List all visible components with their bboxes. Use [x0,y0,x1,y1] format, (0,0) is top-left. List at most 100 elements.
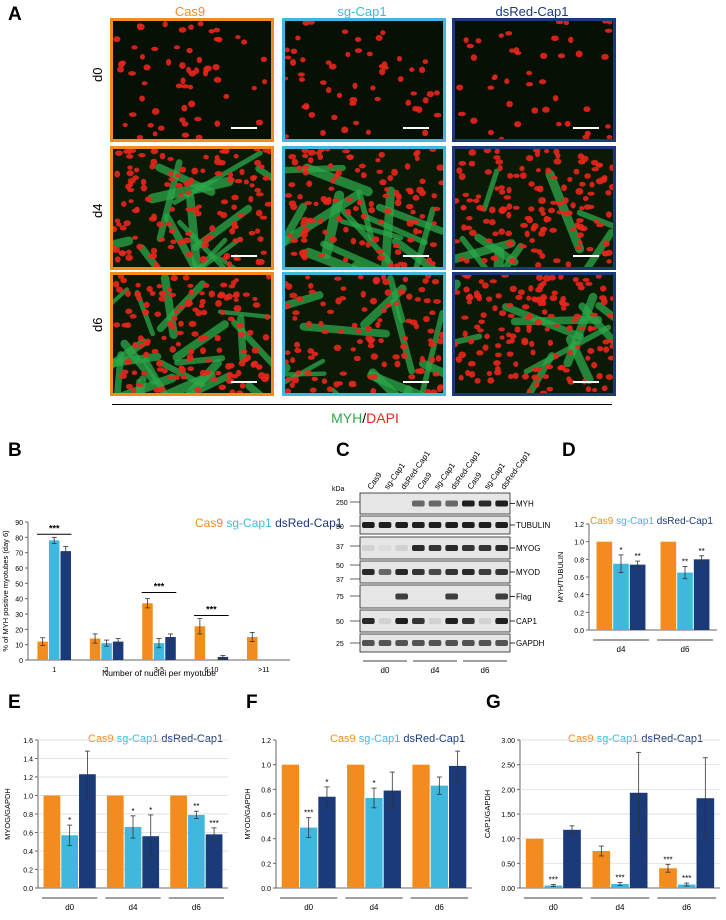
nucleus [136,134,144,139]
nucleus [377,254,386,261]
nucleus [203,154,209,160]
nucleus [546,386,554,392]
nucleus [181,121,189,127]
nucleus [413,227,419,235]
nucleus [317,154,324,160]
nucleus [251,85,257,91]
nucleus [285,47,290,53]
micrograph-d4-0 [110,146,274,270]
nucleus [427,338,434,343]
nucleus [184,302,192,308]
bar-dsRed-Cap1 [563,829,581,888]
nucleus [526,295,532,301]
nucleus [131,388,137,393]
nucleus [423,315,430,323]
nucleus [237,236,244,243]
nucleus [139,53,145,60]
nucleus [222,149,230,155]
nucleus [432,371,440,377]
nucleus [292,310,300,316]
nucleus [301,164,310,170]
nucleus [593,219,599,224]
nucleus [113,322,121,328]
nucleus [408,374,416,380]
nucleus [591,361,598,369]
significance-mark: *** [206,605,217,615]
nucleus [560,306,567,311]
nucleus [461,206,467,211]
nucleus [607,21,613,25]
bar-sg-Cap1 [677,572,693,630]
nucleus [114,170,121,178]
nucleus [151,348,159,354]
nucleus [494,366,501,372]
nucleus [262,176,270,181]
nucleus [369,297,378,305]
significance-mark: ** [682,557,688,566]
nucleus [297,194,303,200]
nucleus [483,218,490,224]
myotube [138,244,161,267]
nucleus [538,230,546,237]
nucleus [603,346,610,353]
nucleus [300,231,308,239]
nucleus [422,278,429,284]
nucleus [254,159,262,166]
nucleus [547,207,556,214]
chart-g: 0.00 0.50 1.00 1.50 2.00 2.50 3.00 CAP1/GAPDH **… [483,738,720,912]
y-axis-label: % of MYH positive myotubes (day 6) [1,530,10,652]
significance-mark: * [131,807,134,816]
nucleus [556,121,562,127]
nucleus [352,82,358,90]
scale-bar [403,381,429,383]
nucleus [524,315,531,321]
myotube [255,165,271,181]
nucleus [514,121,522,128]
nucleus [195,134,203,139]
nucleus [175,83,183,89]
nucleus [458,173,466,181]
nucleus [302,169,309,176]
nucleus [113,36,121,43]
myotube [285,371,327,377]
bar-Cas9 [412,764,430,888]
nucleus [585,281,593,286]
nucleus [365,241,371,248]
nucleus [392,354,400,360]
nucleus [199,347,207,355]
nucleus [540,280,547,287]
micrograph-d0-0 [110,18,274,142]
x-tick-label: >11 [258,667,269,674]
y-tick-label: 30 [15,612,23,619]
myotube [303,247,360,267]
x-tick-label: d6 [682,903,691,912]
nucleus [285,134,290,139]
blot-band [445,640,458,646]
nucleus [505,332,512,338]
nucleus [233,297,239,303]
nucleus [542,275,551,282]
nucleus [588,204,595,209]
nucleus [304,201,313,206]
y-axis-label: MYOG/GAPDH [3,788,12,840]
nucleus [151,108,160,115]
nucleus [322,229,329,235]
nucleus [478,319,486,325]
nucleus [318,218,324,225]
blot-band [445,522,458,528]
nucleus [600,285,607,292]
nucleus [468,149,477,156]
nucleus [557,365,564,371]
nucleus [253,149,261,152]
nucleus [167,244,175,250]
col-head-sg-cap1: sg-Cap1 [337,4,387,19]
nucleus [296,165,302,171]
blot-band [478,545,492,551]
y-tick-label: 0.8 [261,787,271,794]
legend-cas9: Cas9 [330,733,356,745]
nucleus [528,206,535,212]
bar-dsRed-Cap1 [165,637,176,660]
nucleus [288,182,296,188]
nucleus [491,75,497,81]
legend-dsred-cap1: dsRed-Cap1 [161,733,224,745]
